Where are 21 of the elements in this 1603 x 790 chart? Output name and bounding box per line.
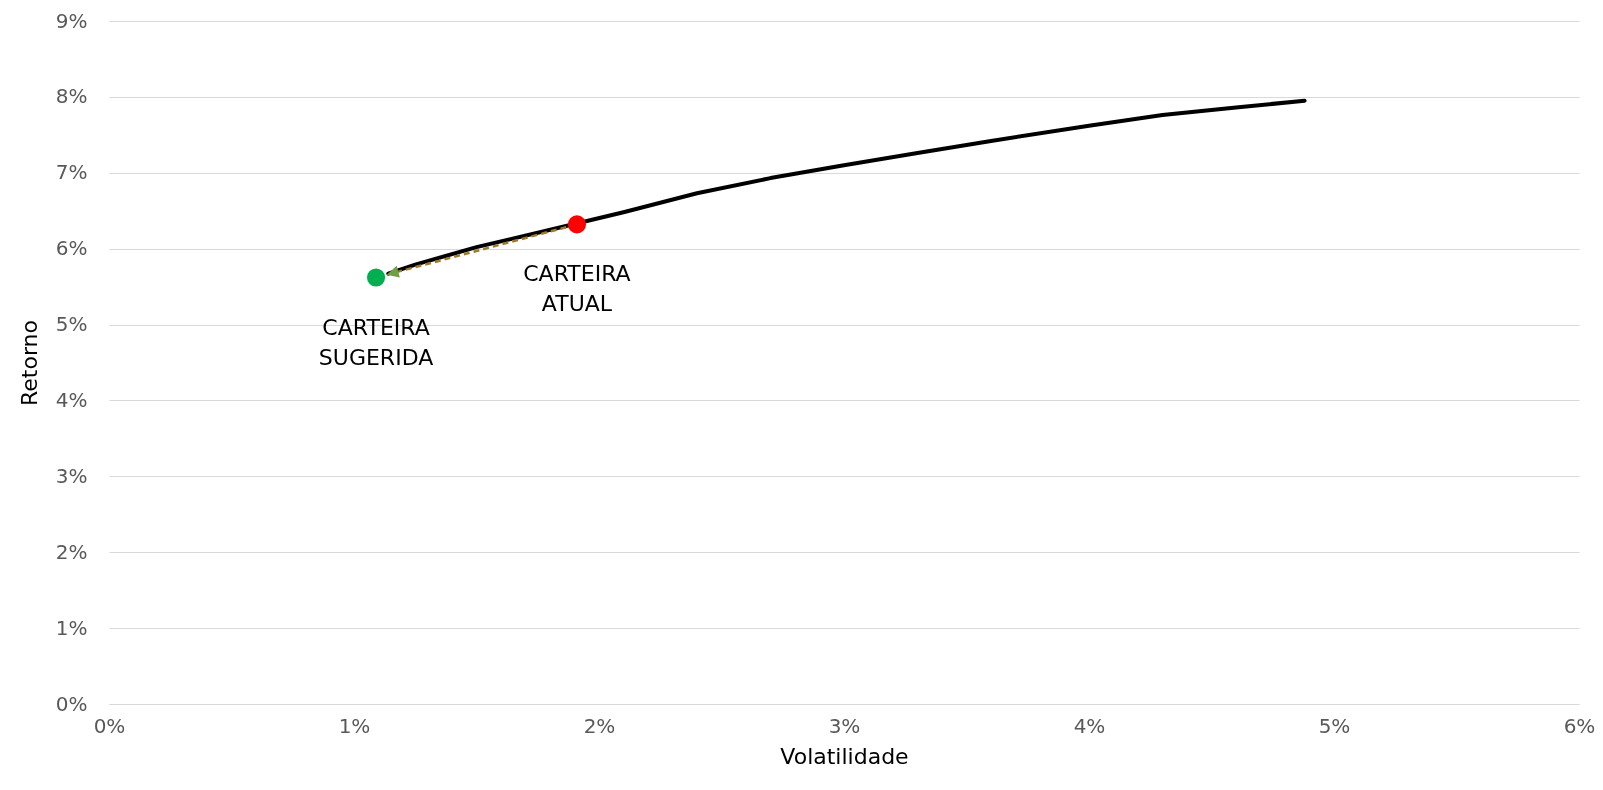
x-tick-label: 2% — [583, 713, 616, 738]
y-tick-label: 6% — [55, 236, 88, 261]
y-tick-label: 4% — [55, 387, 88, 412]
annotation: CARTEIRA SUGERIDA — [318, 314, 434, 370]
y-tick-label: 8% — [55, 84, 88, 109]
y-tick-label: 5% — [55, 312, 88, 337]
x-tick-label: 0% — [93, 713, 126, 738]
x-axis-title: Volatilidade — [780, 743, 909, 769]
y-tick-label: 0% — [55, 691, 88, 716]
y-tick-label: 3% — [55, 463, 88, 488]
x-tick-label: 4% — [1073, 713, 1106, 738]
y-tick-label: 2% — [55, 539, 88, 564]
y-tick-label: 9% — [55, 8, 88, 33]
annotation: CARTEIRA ATUAL — [523, 261, 631, 317]
y-axis-title: Retorno — [16, 320, 42, 406]
x-tick-label: 5% — [1318, 713, 1351, 738]
x-tick-label: 3% — [828, 713, 861, 738]
x-tick-label: 6% — [1563, 713, 1596, 738]
y-tick-label: 7% — [55, 160, 88, 185]
x-tick-label: 1% — [338, 713, 371, 738]
y-tick-label: 1% — [55, 615, 88, 640]
